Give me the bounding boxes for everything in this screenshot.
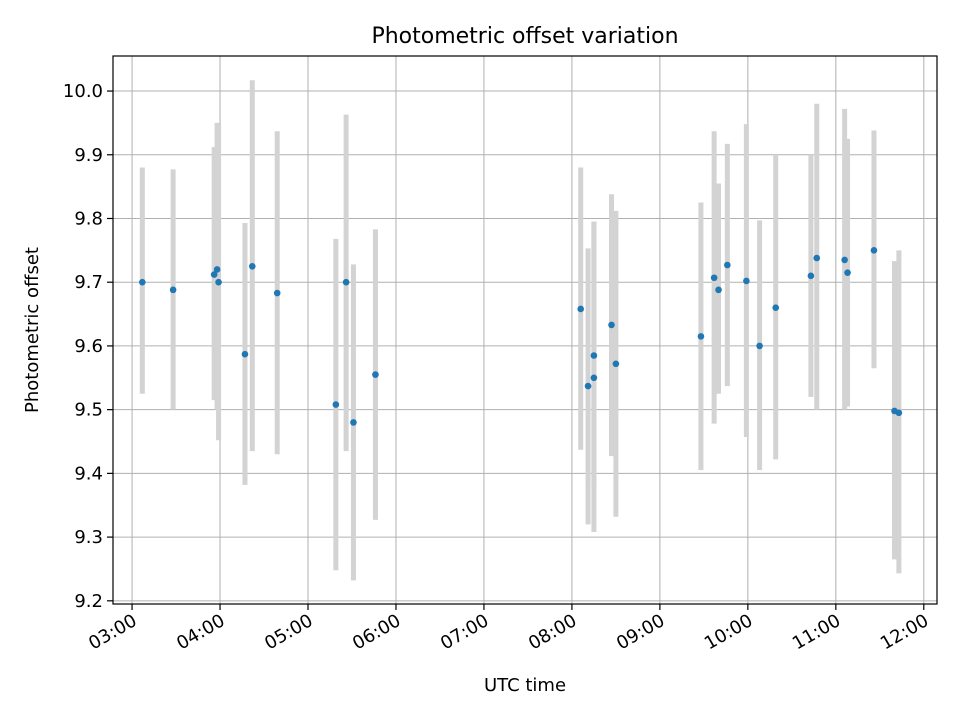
data-point bbox=[342, 278, 350, 286]
data-point bbox=[577, 305, 585, 313]
data-point bbox=[841, 256, 848, 264]
y-tick-label: 9.7 bbox=[74, 272, 103, 293]
data-point bbox=[743, 277, 750, 285]
data-point bbox=[215, 278, 222, 286]
y-tick-label: 9.3 bbox=[74, 527, 103, 548]
y-tick-label: 9.4 bbox=[74, 463, 103, 484]
data-point bbox=[273, 289, 281, 297]
data-point bbox=[870, 247, 878, 254]
data-point bbox=[248, 262, 256, 270]
data-point bbox=[350, 419, 357, 426]
data-point bbox=[724, 261, 731, 269]
data-points bbox=[139, 247, 903, 426]
data-point bbox=[710, 274, 718, 282]
y-axis-ticks: 9.2 9.3 9.4 9.5 9.6 9.7 9.8 9.9 10.0 bbox=[63, 81, 113, 612]
data-point bbox=[210, 271, 218, 278]
data-point bbox=[590, 374, 598, 382]
y-tick-label: 9.5 bbox=[74, 400, 103, 421]
data-point bbox=[169, 286, 177, 294]
data-point bbox=[756, 342, 763, 350]
data-point bbox=[590, 352, 598, 359]
data-point bbox=[332, 401, 340, 408]
data-point bbox=[715, 286, 722, 294]
data-point bbox=[584, 382, 592, 390]
y-tick-label: 9.8 bbox=[74, 208, 103, 229]
data-point bbox=[772, 304, 780, 311]
x-axis-label: UTC time bbox=[484, 675, 566, 696]
plot-frame bbox=[112, 55, 938, 605]
data-point bbox=[608, 321, 615, 329]
data-point bbox=[807, 272, 815, 280]
data-point bbox=[895, 409, 903, 417]
y-tick-label: 9.6 bbox=[74, 336, 103, 357]
data-point bbox=[372, 371, 379, 378]
y-axis-label: Photometric offset bbox=[22, 247, 43, 413]
chart-title: Photometric offset variation bbox=[371, 24, 678, 49]
data-point bbox=[813, 254, 821, 262]
y-tick-label: 9.9 bbox=[74, 145, 103, 166]
data-point bbox=[213, 266, 221, 273]
data-point bbox=[612, 360, 620, 368]
data-point bbox=[241, 350, 249, 358]
data-point bbox=[697, 333, 705, 340]
y-tick-label: 10.0 bbox=[63, 81, 103, 102]
data-point bbox=[844, 269, 851, 276]
data-point bbox=[139, 278, 146, 286]
y-tick-label: 9.2 bbox=[74, 591, 103, 612]
